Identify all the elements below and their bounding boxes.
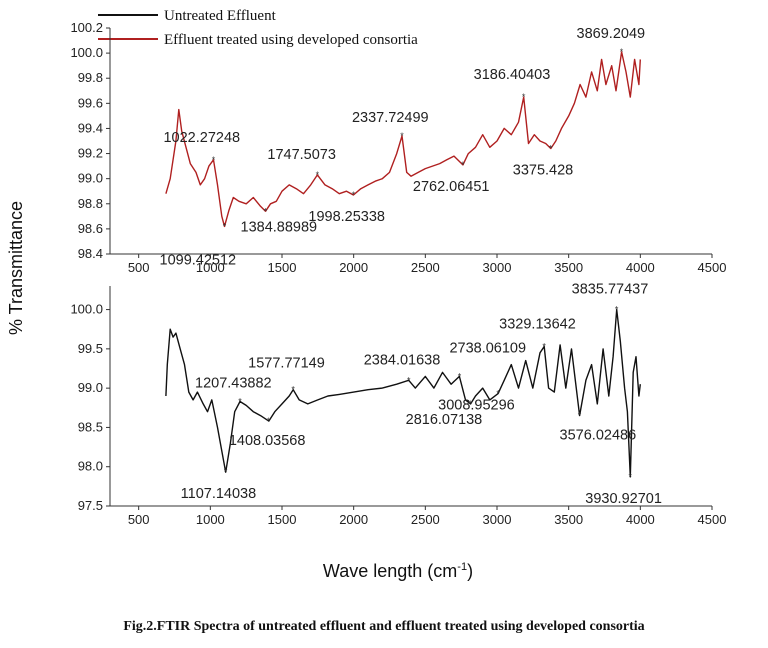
peak-label: 2762.06451 (413, 179, 490, 195)
peak-label: 1408.03568 (229, 433, 306, 449)
x-tick-label: 1500 (268, 260, 297, 275)
peak-marker: * (496, 389, 500, 399)
peak-marker: * (620, 47, 624, 57)
peak-label: 1107.14038 (181, 486, 257, 502)
x-tick-label: 2500 (411, 512, 440, 527)
peak-label: 1747.5073 (267, 147, 336, 163)
y-tick-label: 100.0 (70, 45, 103, 60)
peak-marker: * (615, 305, 619, 315)
x-axis-title: Wave length (cm-1) (323, 561, 473, 581)
y-tick-label: 99.0 (78, 380, 103, 395)
untreated-spectrum-panel: 500 1000 1500 2000 2500 3000 3500 4000 4500 97.5 9… (70, 282, 726, 527)
treated-spectrum-panel: 500 1000 1500 2000 2500 3000 3500 4000 4500 98.4 9… (70, 20, 726, 275)
x-tick-label: 3000 (483, 260, 512, 275)
y-tick-label: 99.2 (78, 146, 103, 161)
peak-marker: * (400, 131, 404, 141)
y-tick-label: 99.5 (78, 341, 103, 356)
peak-marker: * (291, 385, 295, 395)
x-tick-label: 2000 (339, 260, 368, 275)
legend-label-treated: Effluent treated using developed consort… (164, 32, 418, 48)
peak-label: 2738.06109 (449, 340, 526, 356)
x-tick-label: 3000 (483, 512, 512, 527)
x-tick-label: 4500 (698, 512, 727, 527)
y-tick-label: 98.6 (78, 221, 103, 236)
figure-caption: Fig.2.FTIR Spectra of untreated effluent… (123, 619, 645, 634)
x-tick-label: 3500 (554, 260, 583, 275)
peak-label: 3375.428 (513, 163, 573, 179)
x-tick-label: 2500 (411, 260, 440, 275)
y-tick-label: 100.2 (70, 20, 103, 35)
peak-label: 3869.2049 (577, 26, 646, 42)
peak-marker: * (223, 221, 227, 231)
peak-marker: * (549, 144, 553, 154)
x-tick-label: 500 (128, 260, 150, 275)
y-tick-label: 99.4 (78, 120, 103, 135)
peak-label: 1998.25338 (308, 209, 385, 225)
y-tick-label: 99.6 (78, 95, 103, 110)
legend: Untreated Effluent Effluent treated usin… (98, 8, 418, 48)
y-tick-label: 97.5 (78, 498, 103, 513)
peak-label: 3186.40403 (474, 67, 551, 83)
y-tick-label: 98.4 (78, 246, 103, 261)
peak-label: 1577.77149 (248, 356, 325, 372)
peak-marker: * (461, 160, 465, 170)
peak-marker: * (352, 190, 356, 200)
peak-label: 1099.42512 (160, 252, 237, 268)
legend-label-untreated: Untreated Effluent (164, 8, 277, 24)
y-tick-label: 99.0 (78, 171, 103, 186)
peak-label: 1022.27248 (163, 130, 240, 146)
peak-marker: * (458, 371, 462, 381)
peak-label: 3329.13642 (499, 317, 576, 333)
y-tick-label: 98.8 (78, 196, 103, 211)
x-tick-label: 4000 (626, 512, 655, 527)
x-tick-label: 4000 (626, 260, 655, 275)
x-tick-label: 2000 (339, 512, 368, 527)
peak-marker: * (238, 397, 242, 407)
peak-label: 1207.43882 (195, 376, 272, 392)
x-tick-label: 1000 (196, 512, 225, 527)
ftir-chart: Untreated Effluent Effluent treated usin… (6, 8, 726, 581)
peak-label: 1384.88989 (241, 219, 318, 235)
peak-marker: * (316, 170, 320, 180)
peak-label: 3930.92701 (585, 491, 662, 507)
y-axis-title: % Transmittance (6, 201, 26, 335)
peak-marker: * (522, 92, 526, 102)
x-tick-label: 500 (128, 512, 150, 527)
peak-marker: * (224, 467, 228, 477)
y-tick-label: 99.8 (78, 70, 103, 85)
y-tick-label: 100.0 (70, 302, 103, 317)
peak-marker: * (578, 411, 582, 421)
peak-label: 2337.72499 (352, 110, 429, 126)
peak-label: 3008.95296 (438, 398, 515, 414)
x-tick-label: 1000 (196, 260, 225, 275)
peak-marker: * (629, 472, 633, 482)
peak-label: 2816.07138 (406, 412, 483, 428)
peak-marker: * (407, 375, 411, 385)
peak-label: 3576.02486 (560, 428, 637, 444)
series-line (165, 308, 641, 478)
x-tick-label: 3500 (554, 512, 583, 527)
peak-marker: * (267, 416, 271, 426)
x-tick-label: 4500 (698, 260, 727, 275)
peak-marker: * (542, 342, 546, 352)
x-tick-label: 1500 (268, 512, 297, 527)
peak-marker: * (264, 206, 268, 216)
peak-label: 3835.77437 (572, 282, 649, 298)
y-tick-label: 98.0 (78, 459, 103, 474)
peak-label: 2384.01638 (364, 352, 441, 368)
peak-marker: * (212, 155, 216, 165)
y-tick-label: 98.5 (78, 419, 103, 434)
series-line (165, 51, 641, 228)
peak-marker: * (469, 399, 473, 409)
